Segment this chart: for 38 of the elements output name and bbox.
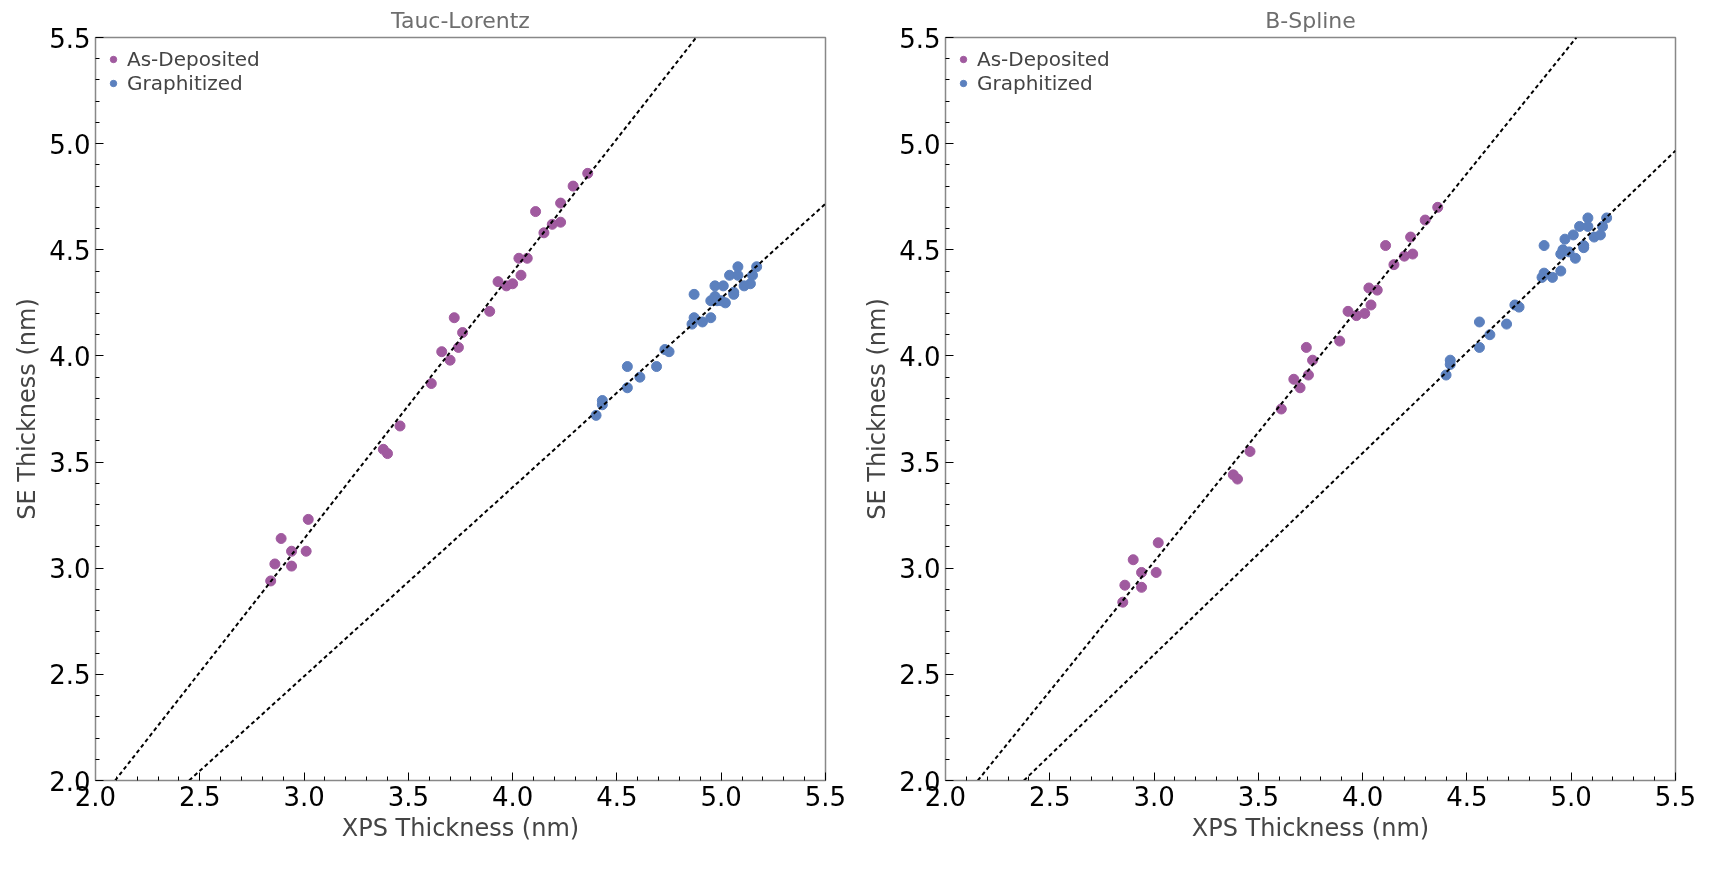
y-tick-label: 2.5	[899, 660, 941, 691]
x-axis-title: XPS Thickness (nm)	[1191, 813, 1430, 842]
x-tick-label: 4.5	[596, 781, 638, 812]
y-tick-label: 5.5	[49, 23, 91, 54]
x-tick-label: 3.5	[1237, 781, 1280, 812]
x-axis-title: XPS Thickness (nm)	[341, 813, 580, 842]
y-axis-title: SE Thickness (nm)	[13, 298, 42, 520]
y-tick-label: 4.0	[899, 341, 941, 372]
y-tick-label: 3.0	[899, 554, 941, 585]
x-tick-label: 4.0	[491, 781, 534, 812]
x-tick-label: 2.5	[1029, 781, 1071, 812]
y-tick-label: 4.5	[899, 235, 941, 266]
legend-label: As-Deposited	[127, 47, 260, 71]
legend-label: Graphitized	[977, 71, 1093, 95]
y-tick-label: 5.0	[899, 129, 941, 160]
x-tick-label: 2.5	[179, 781, 221, 812]
x-tick-label: 4.5	[1446, 781, 1488, 812]
y-tick-label: 3.5	[899, 448, 941, 479]
y-tick-label: 5.0	[49, 129, 91, 160]
x-tick-label: 5.0	[1550, 781, 1592, 812]
y-axis-title: SE Thickness (nm)	[863, 298, 892, 520]
x-tick-label: 3.0	[283, 781, 325, 812]
chart-title: Tauc-Lorentz	[390, 7, 530, 33]
y-tick-label: 4.5	[49, 235, 91, 266]
x-tick-label: 3.0	[1133, 781, 1175, 812]
y-tick-label: 3.0	[49, 554, 91, 585]
x-tick-label: 4.0	[1341, 781, 1384, 812]
y-tick-label: 4.0	[49, 341, 91, 372]
chart-title: B-Spline	[1265, 7, 1356, 33]
x-tick-label: 3.5	[387, 781, 430, 812]
y-tick-label: 3.5	[49, 448, 91, 479]
legend-label: As-Deposited	[977, 47, 1110, 71]
legend-label: Graphitized	[127, 71, 243, 95]
y-tick-label: 5.5	[899, 23, 941, 54]
x-tick-label: 5.5	[1654, 781, 1697, 812]
x-tick-label: 5.0	[700, 781, 742, 812]
x-tick-label: 5.5	[804, 781, 847, 812]
y-tick-label: 2.5	[49, 660, 91, 691]
